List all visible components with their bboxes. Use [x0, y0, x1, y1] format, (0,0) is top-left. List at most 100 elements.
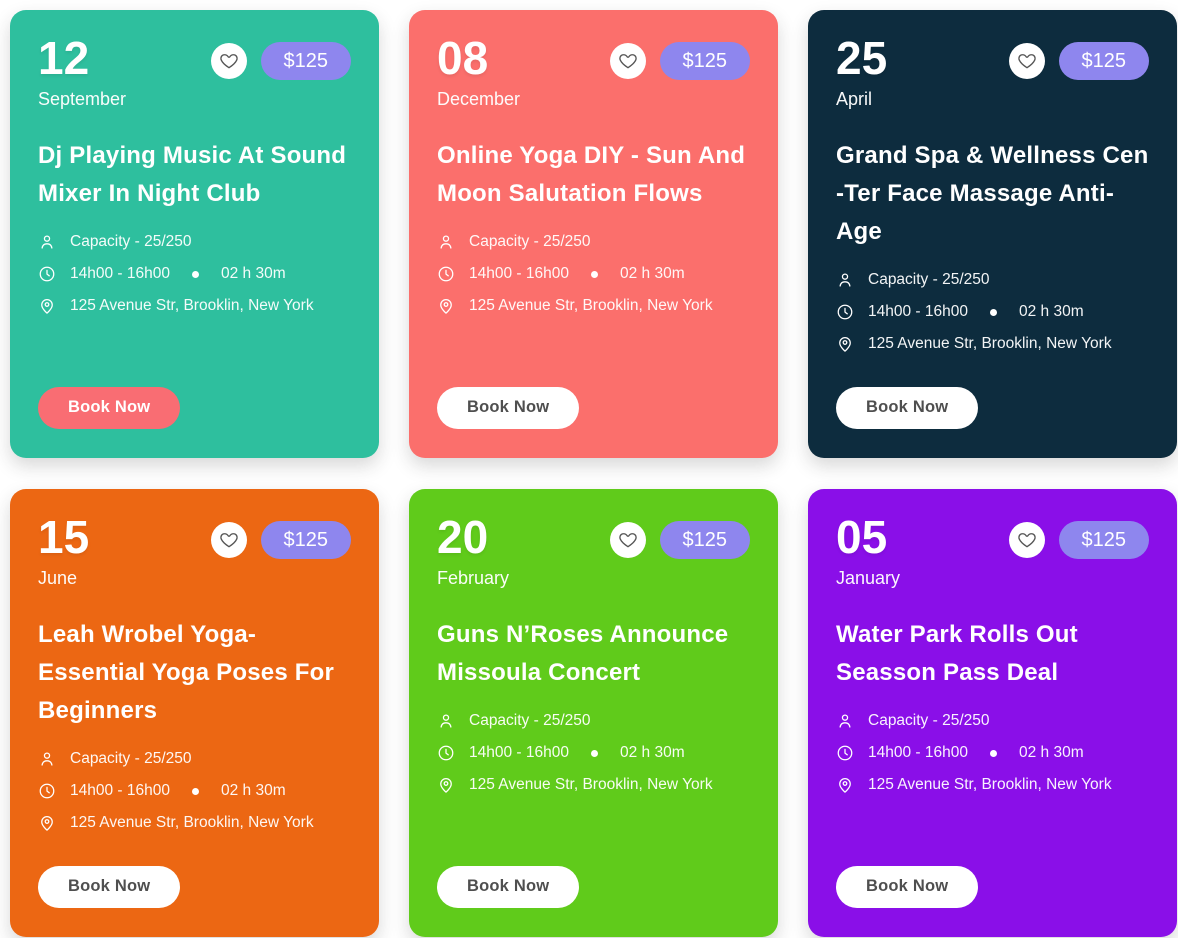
location-text: 125 Avenue Str, Brooklin, New York: [868, 335, 1112, 353]
book-now-button[interactable]: Book Now: [437, 866, 580, 908]
event-title: Grand Spa & Wellness Cen -Ter Face Massa…: [836, 142, 1149, 246]
favorite-button[interactable]: [210, 43, 247, 79]
event-date: 12 September: [38, 34, 126, 110]
price-badge: $125: [659, 42, 750, 80]
location-pin-icon: [437, 297, 455, 315]
capacity-row: Capacity - 25/250: [836, 271, 1149, 289]
event-meta: Capacity - 25/250 14h00 - 16h00 02 h 30m: [836, 271, 1149, 353]
book-now-button[interactable]: Book Now: [836, 866, 979, 908]
date-day: 08: [437, 32, 489, 84]
person-icon: [437, 712, 455, 730]
dot-separator: [590, 749, 598, 757]
favorite-button[interactable]: [1008, 43, 1045, 79]
date-month: June: [38, 568, 78, 589]
capacity-text: Capacity - 25/250: [469, 233, 591, 251]
date-day: 20: [437, 511, 489, 563]
price-badge: $125: [260, 521, 351, 559]
card-header: 20 February $125: [437, 513, 750, 589]
date-month: December: [437, 89, 521, 110]
heart-icon: [618, 530, 638, 550]
clock-icon: [437, 265, 455, 283]
event-date: 20 February: [437, 513, 509, 589]
location-row: 125 Avenue Str, Brooklin, New York: [836, 776, 1149, 794]
duration-text: 02 h 30m: [1018, 303, 1084, 321]
price-badge: $125: [260, 42, 351, 80]
event-meta: Capacity - 25/250 14h00 - 16h00 02 h 30m: [38, 750, 351, 832]
date-day: 15: [38, 511, 90, 563]
capacity-text: Capacity - 25/250: [70, 750, 192, 768]
dot-separator: [989, 749, 997, 757]
event-card: 12 September $125 Dj Playing Music At So…: [10, 10, 379, 458]
header-actions: $125: [609, 521, 750, 559]
date-day: 25: [836, 32, 888, 84]
location-row: 125 Avenue Str, Brooklin, New York: [38, 814, 351, 832]
person-icon: [437, 233, 455, 251]
price-badge: $125: [659, 521, 750, 559]
card-header: 05 January $125: [836, 513, 1149, 589]
card-header: 12 September $125: [38, 34, 351, 110]
date-month: January: [836, 568, 901, 589]
location-pin-icon: [836, 335, 854, 353]
time-row: 14h00 - 16h00 02 h 30m: [437, 265, 750, 283]
event-title: Leah Wrobel Yoga-Essential Yoga Poses Fo…: [38, 621, 335, 725]
location-text: 125 Avenue Str, Brooklin, New York: [70, 297, 314, 315]
capacity-text: Capacity - 25/250: [469, 712, 591, 730]
heart-icon: [219, 51, 239, 71]
date-month: September: [38, 89, 127, 110]
location-row: 125 Avenue Str, Brooklin, New York: [437, 776, 750, 794]
favorite-button[interactable]: [210, 522, 247, 558]
event-title: Online Yoga DIY - Sun And Moon Salutatio…: [437, 142, 746, 208]
date-month: February: [437, 568, 510, 589]
book-now-button[interactable]: Book Now: [38, 866, 181, 908]
time-row: 14h00 - 16h00 02 h 30m: [38, 782, 351, 800]
capacity-row: Capacity - 25/250: [38, 750, 351, 768]
clock-icon: [38, 265, 56, 283]
event-title: Guns N’Roses Announce Missoula Concert: [437, 621, 729, 687]
capacity-row: Capacity - 25/250: [836, 712, 1149, 730]
location-text: 125 Avenue Str, Brooklin, New York: [868, 776, 1112, 794]
book-now-button[interactable]: Book Now: [836, 387, 979, 429]
date-day: 12: [38, 32, 90, 84]
clock-icon: [437, 744, 455, 762]
event-card: 20 February $125 Guns N’Roses Announce M…: [409, 489, 778, 937]
capacity-text: Capacity - 25/250: [868, 271, 990, 289]
header-actions: $125: [609, 42, 750, 80]
time-range-text: 14h00 - 16h00: [70, 265, 170, 283]
clock-icon: [836, 303, 854, 321]
book-now-button[interactable]: Book Now: [437, 387, 580, 429]
event-date: 15 June: [38, 513, 89, 589]
book-now-button[interactable]: Book Now: [38, 387, 181, 429]
location-text: 125 Avenue Str, Brooklin, New York: [469, 297, 713, 315]
time-row: 14h00 - 16h00 02 h 30m: [836, 303, 1149, 321]
event-meta: Capacity - 25/250 14h00 - 16h00 02 h 30m: [836, 712, 1149, 794]
event-date: 08 December: [437, 34, 520, 110]
card-header: 25 April $125: [836, 34, 1149, 110]
event-title: Dj Playing Music At Sound Mixer In Night…: [38, 142, 347, 208]
favorite-button[interactable]: [1008, 522, 1045, 558]
time-range-text: 14h00 - 16h00: [868, 744, 968, 762]
event-meta: Capacity - 25/250 14h00 - 16h00 02 h 30m: [437, 233, 750, 315]
event-title: Water Park Rolls Out Seasson Pass Deal: [836, 621, 1078, 687]
card-header: 15 June $125: [38, 513, 351, 589]
favorite-button[interactable]: [609, 522, 646, 558]
date-month: April: [836, 89, 873, 110]
heart-icon: [1017, 530, 1037, 550]
heart-icon: [1017, 51, 1037, 71]
duration-text: 02 h 30m: [619, 744, 685, 762]
event-card: 25 April $125 Grand Spa & Wellness Cen -…: [808, 10, 1177, 458]
capacity-row: Capacity - 25/250: [437, 712, 750, 730]
date-day: 05: [836, 511, 888, 563]
time-range-text: 14h00 - 16h00: [469, 744, 569, 762]
capacity-text: Capacity - 25/250: [868, 712, 990, 730]
capacity-row: Capacity - 25/250: [437, 233, 750, 251]
capacity-text: Capacity - 25/250: [70, 233, 192, 251]
location-row: 125 Avenue Str, Brooklin, New York: [437, 297, 750, 315]
card-header: 08 December $125: [437, 34, 750, 110]
location-pin-icon: [38, 297, 56, 315]
duration-text: 02 h 30m: [220, 265, 286, 283]
duration-text: 02 h 30m: [619, 265, 685, 283]
dot-separator: [191, 270, 199, 278]
favorite-button[interactable]: [609, 43, 646, 79]
time-range-text: 14h00 - 16h00: [469, 265, 569, 283]
